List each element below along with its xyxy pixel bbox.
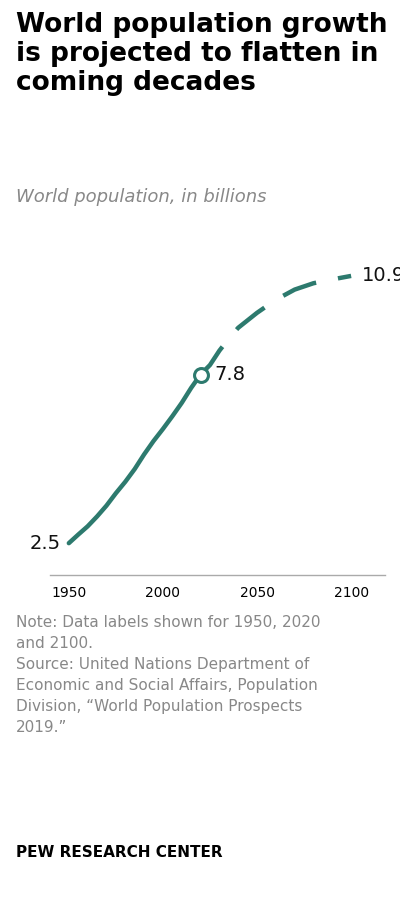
Text: 2.5: 2.5 — [29, 534, 60, 553]
Text: Note: Data labels shown for 1950, 2020
and 2100.
Source: United Nations Departme: Note: Data labels shown for 1950, 2020 a… — [16, 615, 320, 735]
Text: 10.9: 10.9 — [362, 266, 400, 285]
Text: World population growth
is projected to flatten in
coming decades: World population growth is projected to … — [16, 12, 388, 96]
Text: 7.8: 7.8 — [214, 365, 246, 384]
Text: World population, in billions: World population, in billions — [16, 188, 266, 206]
Text: PEW RESEARCH CENTER: PEW RESEARCH CENTER — [16, 845, 223, 860]
